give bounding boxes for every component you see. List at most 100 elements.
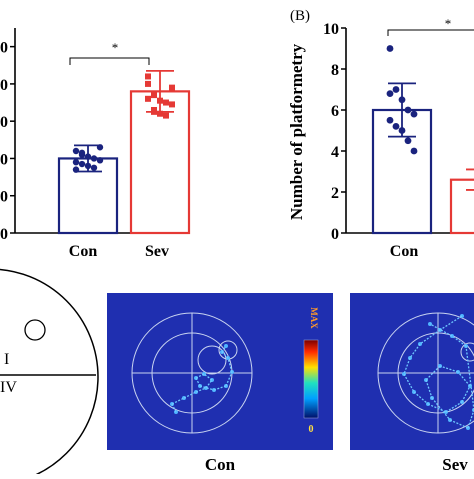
heatmap-colorbar xyxy=(303,339,319,419)
panel-b-ytick-label: 4 xyxy=(331,144,339,161)
panel-b-y-ticks: 0 2 4 6 8 10 xyxy=(323,21,346,243)
heatmap-sev-track-segment xyxy=(419,329,441,345)
heatmap-sev-track-segment xyxy=(429,323,453,337)
panel-b-point-con xyxy=(410,110,418,118)
panel-a-y-ticks: 0 0 0 0 0 0 xyxy=(0,40,15,243)
panel-a-bar-chart: 0 0 0 0 0 0 * Con Sev xyxy=(0,28,191,260)
panel-b-point-con xyxy=(392,86,400,93)
panel-a-xlabel-con: Con xyxy=(69,243,98,260)
heatmap-con-track-segment xyxy=(183,391,197,399)
heatmap-con: MAX 0 Con xyxy=(107,293,333,474)
platform-circle xyxy=(24,319,46,341)
heatmap-con-track-segment xyxy=(195,373,205,379)
panel-b-ytick-label: 6 xyxy=(331,103,339,120)
heatmap-sev-track-segment xyxy=(409,343,421,359)
panel-a-point-con xyxy=(90,155,98,162)
panel-b-point-con xyxy=(392,123,400,130)
panel-a-ytick-label: 0 xyxy=(0,77,8,94)
panel-b-ytick-label: 0 xyxy=(331,226,339,243)
panel-b-significance: * xyxy=(387,16,474,36)
heatmap-con-track-segment xyxy=(221,345,227,353)
heatmap-sev-track-segment xyxy=(451,335,467,347)
panel-a-sig-bracket xyxy=(69,57,150,65)
heatmap-sev-label: Sev xyxy=(442,455,468,474)
panel-b-point-con xyxy=(404,106,412,114)
panel-a-point-sev xyxy=(145,73,151,80)
panel-a-point-con xyxy=(96,144,104,151)
panel-b-bar-sev xyxy=(449,178,474,235)
panel-a-point-con xyxy=(78,160,86,168)
panel-a-point-con xyxy=(84,162,92,170)
panel-b-ytick-label: 8 xyxy=(331,62,339,79)
heatmap-sev: Sev xyxy=(350,293,474,474)
heatmap-con-track-segment xyxy=(171,397,185,405)
panel-b-point-con xyxy=(386,90,394,97)
panel-b-sig-star: * xyxy=(445,16,452,31)
panel-a-xlabel-sev: Sev xyxy=(145,243,169,260)
panel-a-point-con xyxy=(72,166,80,173)
panel-a-point-sev xyxy=(145,95,151,102)
panel-a-point-sev xyxy=(151,92,157,99)
heatmap-sev-grid xyxy=(377,312,474,434)
heatmap-sev-track-segment xyxy=(425,379,433,399)
heatmap-con-track-segment xyxy=(227,357,233,373)
heatmap-sev-track-segment xyxy=(445,401,463,413)
panel-a-bars xyxy=(57,69,191,235)
heatmap-con-inner-ring xyxy=(197,345,227,375)
panel-b-sig-bracket xyxy=(387,29,474,36)
heatmap-sev-track-segment xyxy=(465,345,474,411)
panel-a-point-sev xyxy=(157,110,163,117)
heatmap-sev-track-segment xyxy=(467,409,474,429)
colorbar-max-label: MAX xyxy=(309,307,319,329)
panel-b-point-con xyxy=(398,96,406,104)
panel-b-xlabel-con: Con xyxy=(390,243,419,260)
panel-b-point-con xyxy=(404,137,412,145)
heatmap-sev-track-segment xyxy=(461,385,471,403)
colorbar-min-label: 0 xyxy=(309,424,314,435)
panel-a-sig-star: * xyxy=(112,40,119,55)
heatmap-sev-track-segment xyxy=(431,397,451,421)
heatmap-con-track-segment xyxy=(221,351,229,359)
panel-a-point-con xyxy=(72,158,80,166)
heatmap-con-track xyxy=(170,344,234,414)
heatmap-sev-track xyxy=(402,314,474,430)
panel-a-point-con xyxy=(72,147,80,155)
pool-quadrant-diagram: I IV xyxy=(0,268,99,479)
panel-b-ytick-label: 2 xyxy=(331,185,339,202)
heatmap-con-track-segment xyxy=(195,377,201,387)
heatmap-sev-track-segment xyxy=(457,371,471,387)
panel-a-ytick-label: 0 xyxy=(0,226,8,243)
heatmap-con-track-segment xyxy=(199,385,215,391)
panel-a-point-sev xyxy=(169,84,175,91)
panel-b-bars xyxy=(371,45,474,235)
panel-a-ytick-label: 0 xyxy=(0,189,8,206)
panel-a-ytick-label: 0 xyxy=(0,40,8,57)
panel-b-ytick-label: 10 xyxy=(323,21,339,38)
panel-b-ylabel: Number of platformetry xyxy=(287,43,306,220)
panel-a-point-con xyxy=(84,153,92,160)
panel-a-ytick-label: 0 xyxy=(0,151,8,168)
quadrant-label-iv: IV xyxy=(0,379,17,396)
heatmap-con-label: Con xyxy=(205,455,236,474)
panel-a-ytick-label: 0 xyxy=(0,114,8,131)
panel-a-point-sev xyxy=(169,101,175,108)
panel-a-point-sev xyxy=(157,97,163,104)
panel-a-point-sev xyxy=(151,108,157,115)
panel-a-point-con xyxy=(96,157,104,164)
panel-b-bar-chart: (B) Number of platformetry 0 2 4 6 8 10 * Con xyxy=(287,8,474,260)
heatmap-con-track-segment xyxy=(171,403,177,413)
quadrant-label-i: I xyxy=(4,351,9,368)
heatmap-con-track-segment xyxy=(205,379,213,389)
heatmap-sev-track-segment xyxy=(439,365,459,373)
heatmap-sev-track-segment xyxy=(413,391,429,405)
heatmap-sev-platform xyxy=(460,342,474,362)
heatmap-con-track-segment xyxy=(203,373,213,381)
panel-a-point-sev xyxy=(145,80,151,87)
panel-b-point-con xyxy=(386,45,394,52)
heatmap-sev-track-segment xyxy=(439,315,463,331)
panel-a-point-sev xyxy=(163,112,169,119)
heatmap-con-track-segment xyxy=(225,371,233,387)
heatmap-con-track-segment xyxy=(195,387,207,393)
panel-a-point-con xyxy=(90,164,98,171)
